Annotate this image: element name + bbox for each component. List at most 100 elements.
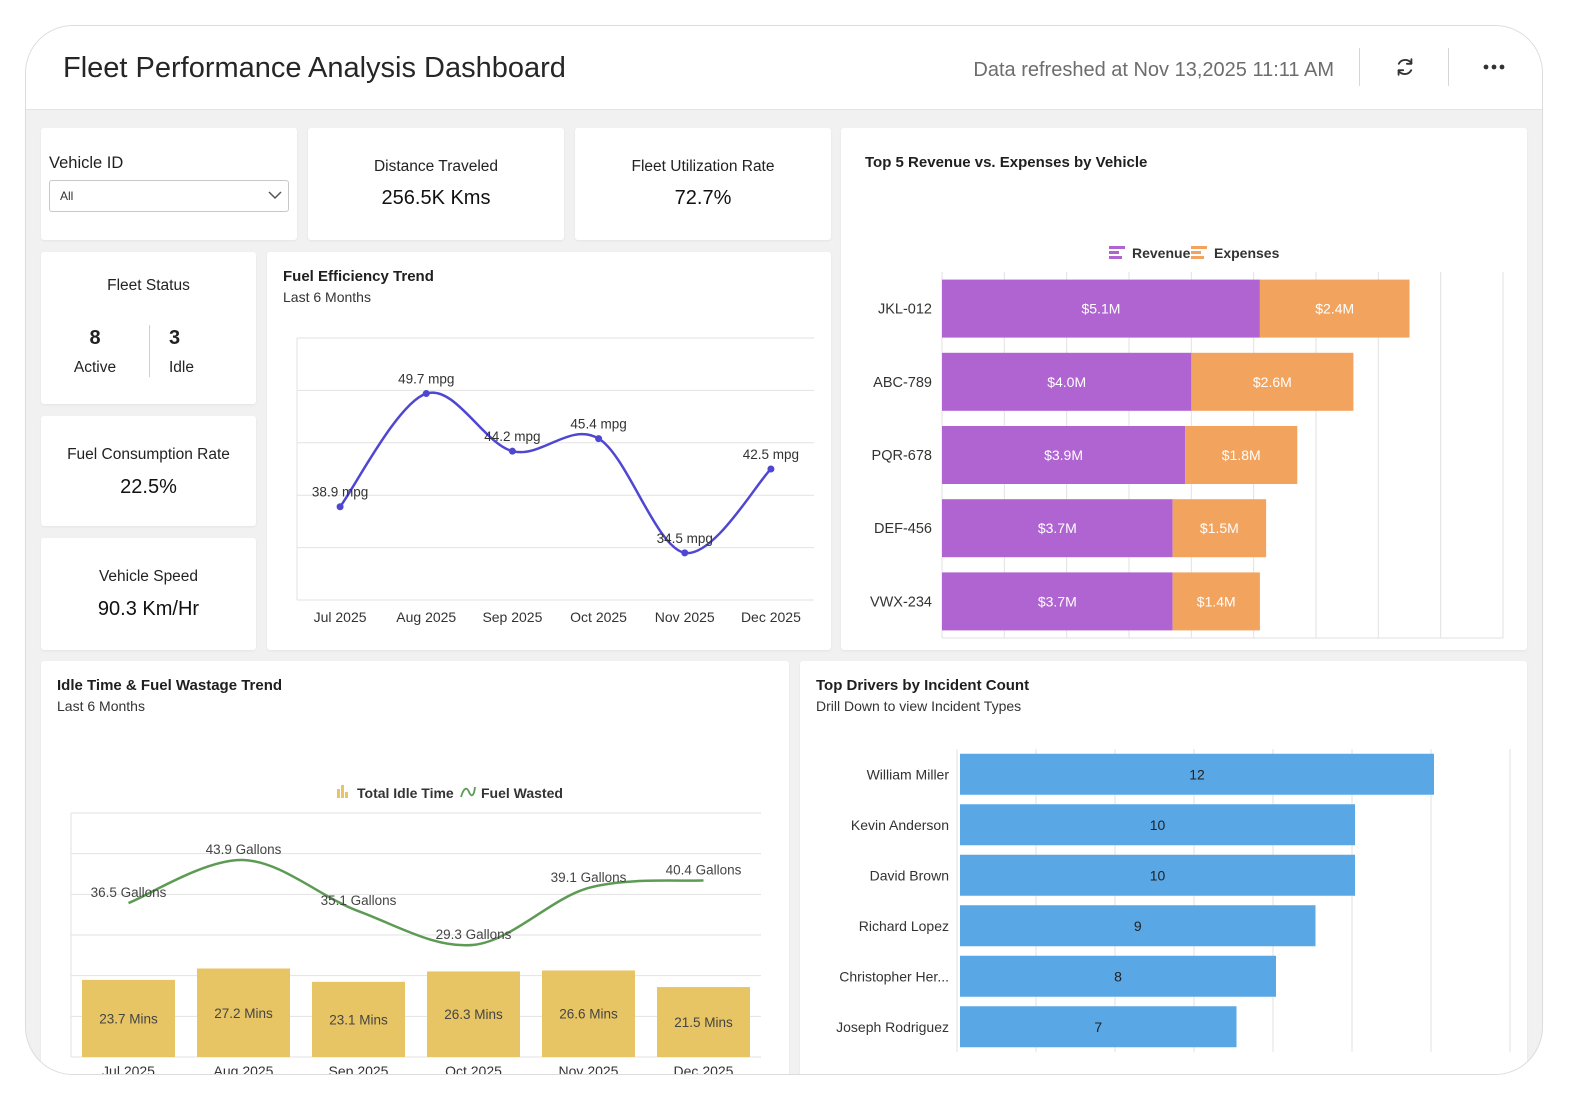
idle-chart-subtitle: Last 6 Months <box>57 698 145 714</box>
bar-chart-icon <box>337 789 340 798</box>
driver-bar[interactable] <box>960 854 1355 896</box>
bar-label: $1.8M <box>1222 447 1261 463</box>
y-tick-label: Joseph Rodriguez <box>836 1019 949 1035</box>
bar-expenses[interactable] <box>1185 426 1298 484</box>
bar-label: $2.6M <box>1253 374 1292 390</box>
bar-label: 26.3 Mins <box>444 1007 503 1022</box>
x-tick-label: Nov 2025 <box>655 609 715 625</box>
x-tick-label: Dec 2025 <box>741 609 801 625</box>
header-divider <box>1448 48 1449 86</box>
legend-item[interactable]: Revenue <box>1109 245 1191 261</box>
status-divider <box>149 325 150 377</box>
page-title: Fleet Performance Analysis Dashboard <box>63 52 566 84</box>
bar-revenue[interactable] <box>942 279 1260 338</box>
bar-label: 26.6 Mins <box>559 1007 618 1022</box>
fuel-wasted-line <box>128 858 704 947</box>
y-tick-label: PQR-678 <box>872 448 932 464</box>
driver-bar[interactable] <box>960 753 1434 795</box>
legend-swatch-icon <box>1109 256 1122 259</box>
y-tick-label: ABC-789 <box>873 375 932 391</box>
more-options-icon <box>1483 64 1505 70</box>
x-tick-label: Sep 2025 <box>482 609 542 625</box>
refresh-button[interactable] <box>1388 50 1422 84</box>
bar-expenses[interactable] <box>1259 279 1410 338</box>
active-count: 8 <box>89 327 101 349</box>
header-bar: Fleet Performance Analysis Dashboard Dat… <box>26 26 1542 110</box>
x-tick-label: Aug 2025 <box>214 1063 274 1075</box>
fuel-efficiency-chart: 38.9 mpg Jul 2025 49.7 mpg Aug 2025 44.2 mpg… <box>296 337 814 625</box>
idle-time-bar[interactable] <box>542 970 635 1057</box>
fuel-efficiency-title: Fuel Efficiency Trend <box>283 268 434 285</box>
data-point[interactable] <box>767 465 775 473</box>
bar-label: 10 <box>1150 867 1166 883</box>
more-options-button[interactable] <box>1477 50 1511 84</box>
bar-revenue[interactable] <box>942 572 1173 631</box>
idle-time-bar[interactable] <box>427 971 520 1057</box>
legend-label: Revenue <box>1132 245 1191 261</box>
drivers-card: Top Drivers by Incident Count Drill Down… <box>800 661 1527 1075</box>
vehicle-filter-label: Vehicle ID <box>49 154 124 172</box>
legend-label: Total Idle Time <box>357 785 454 801</box>
idle-time-bar[interactable] <box>657 987 750 1057</box>
driver-bar[interactable] <box>960 1006 1237 1048</box>
fleet-status-label: Fleet Status <box>107 277 190 294</box>
bar-expenses[interactable] <box>1172 572 1260 631</box>
driver-bar[interactable] <box>960 955 1276 997</box>
bar-label: 8 <box>1114 968 1122 984</box>
driver-incidents-chart[interactable]: 12 William Miller 10 Kevin Anderson 10 David … <box>800 661 1527 1075</box>
bar-label: $3.7M <box>1038 593 1077 609</box>
line-label: 39.1 Gallons <box>551 870 627 885</box>
speed-value: 90.3 Km/Hr <box>97 598 200 620</box>
utilization-label: Fleet Utilization Rate <box>631 158 775 175</box>
data-point[interactable] <box>422 390 430 398</box>
data-point[interactable] <box>336 503 344 511</box>
bar-label: $5.1M <box>1081 301 1120 317</box>
fleet-status-card: Fleet Status 8 Active 3 Idle <box>41 252 256 404</box>
bar-revenue[interactable] <box>942 352 1192 411</box>
legend-swatch-icon <box>1109 246 1125 249</box>
idle-time-bar[interactable] <box>82 979 175 1057</box>
legend-item[interactable]: Expenses <box>1191 245 1280 261</box>
legend-item[interactable]: Fuel Wasted <box>460 785 563 801</box>
bar-label: 12 <box>1189 766 1205 782</box>
bar-label: $2.4M <box>1315 301 1354 317</box>
bar-revenue[interactable] <box>942 426 1186 484</box>
x-tick-label: Oct 2025 <box>445 1063 502 1075</box>
x-tick-label: Jul 2025 <box>314 609 367 625</box>
legend-item[interactable]: Total Idle Time <box>337 785 454 801</box>
vehicle-id-select[interactable]: All <box>49 180 289 212</box>
bar-label: $4.0M <box>1047 374 1086 390</box>
refresh-icon <box>1397 58 1413 76</box>
fuel-consumption-label: Fuel Consumption Rate <box>67 446 230 463</box>
bar-revenue[interactable] <box>942 499 1173 558</box>
bar-label: 23.7 Mins <box>99 1011 158 1026</box>
idle-label: Idle <box>169 359 194 376</box>
driver-bar[interactable] <box>960 804 1355 846</box>
vehicle-id-select-value: All <box>60 189 74 203</box>
bar-expenses[interactable] <box>1191 352 1354 411</box>
drivers-chart-title: Top Drivers by Incident Count <box>816 677 1030 694</box>
revenue-expenses-chart: $5.1M $2.4M JKL-012 $4.0M $2.6M ABC-789 $3.9M $… <box>870 245 1504 639</box>
data-point[interactable] <box>681 549 689 557</box>
speed-kpi-card: Vehicle Speed 90.3 Km/Hr <box>41 538 256 650</box>
idle-time-bar[interactable] <box>312 981 405 1057</box>
x-tick-label: Dec 2025 <box>674 1063 734 1075</box>
legend-swatch-icon <box>1191 251 1201 254</box>
speed-label: Vehicle Speed <box>98 568 199 585</box>
data-point[interactable] <box>595 435 603 443</box>
line-label: 29.3 Gallons <box>436 927 512 942</box>
driver-bar[interactable] <box>960 905 1316 947</box>
idle-time-bar[interactable] <box>197 968 290 1057</box>
y-tick-label: Christopher Her... <box>839 968 949 984</box>
vehicle-filter-card: Vehicle ID All <box>41 128 297 240</box>
line-chart-icon <box>460 786 476 798</box>
bar-expenses[interactable] <box>1172 499 1267 558</box>
y-tick-label: Richard Lopez <box>859 918 949 934</box>
data-label: 34.5 mpg <box>657 531 713 546</box>
drivers-chart-subtitle: Drill Down to view Incident Types <box>816 698 1022 714</box>
bar-label: 27.2 Mins <box>214 1006 273 1021</box>
distance-value: 256.5K Kms <box>381 187 491 209</box>
data-point[interactable] <box>508 447 516 455</box>
data-label: 44.2 mpg <box>484 429 540 444</box>
data-label: 45.4 mpg <box>570 417 626 432</box>
